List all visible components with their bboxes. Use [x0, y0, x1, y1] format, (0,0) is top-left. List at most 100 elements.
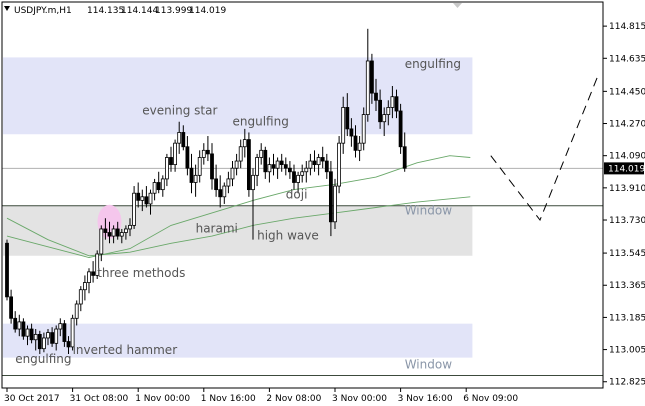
candle	[21, 318, 26, 340]
candle-body	[214, 178, 219, 191]
candle-body	[62, 323, 67, 342]
candle	[230, 161, 235, 187]
scroll-marker-icon[interactable]	[453, 3, 462, 8]
candle-body	[37, 333, 42, 350]
candle	[193, 164, 198, 197]
candle-body	[242, 139, 247, 148]
candle	[337, 136, 342, 194]
candle	[234, 153, 239, 176]
pattern-label: three methods	[97, 266, 185, 280]
candle	[33, 329, 38, 351]
candle	[25, 325, 30, 346]
y-tick-label: 112.825	[609, 378, 645, 388]
candle	[103, 218, 108, 240]
candle-body	[160, 178, 165, 191]
candle	[357, 136, 362, 162]
candle	[304, 161, 309, 183]
candle	[46, 329, 50, 346]
candle-body	[398, 110, 403, 148]
candle	[152, 178, 157, 201]
candle-body	[95, 253, 100, 276]
candle-body	[312, 160, 317, 166]
pattern-label: evening star	[142, 104, 217, 118]
candle	[242, 128, 247, 158]
candle-body	[42, 337, 46, 350]
candle-body	[5, 242, 9, 298]
candle	[42, 332, 46, 353]
candle-body	[378, 99, 383, 123]
candle-body	[115, 228, 120, 237]
x-tick-label: 3 Nov 16:00	[398, 394, 453, 404]
candle-body	[144, 196, 149, 205]
candle-body	[308, 160, 313, 169]
candle	[132, 186, 137, 229]
candle	[328, 161, 333, 237]
candle-body	[386, 107, 391, 115]
candle-body	[119, 232, 124, 237]
ohlc-high: 114.144	[121, 6, 158, 16]
y-tick-label: 113.910	[609, 184, 645, 194]
candle-body	[78, 289, 83, 305]
candle	[115, 221, 120, 240]
candle-body	[283, 164, 288, 169]
pattern-label: doji	[286, 188, 308, 202]
candle	[398, 103, 403, 154]
current-price-tag	[604, 162, 644, 175]
candle	[189, 153, 194, 194]
candle-body	[218, 189, 223, 198]
candle	[148, 189, 153, 215]
candle	[263, 146, 268, 179]
candle-body	[46, 332, 50, 339]
candle	[349, 118, 354, 147]
candle-body	[189, 167, 194, 183]
candle	[128, 218, 132, 237]
candle-body	[111, 228, 116, 237]
candle-body	[328, 171, 333, 223]
candle	[259, 143, 264, 165]
pattern-label: harami	[196, 222, 238, 236]
candle	[300, 164, 305, 183]
candle-body	[316, 157, 321, 166]
candle	[255, 153, 260, 187]
candle	[308, 153, 313, 176]
candle-body	[287, 167, 292, 173]
candle	[353, 125, 358, 158]
chart-menu-icon[interactable]	[4, 6, 10, 11]
candle-body	[292, 171, 296, 183]
candle-body	[54, 328, 59, 344]
candle	[246, 132, 251, 197]
candle-body	[185, 146, 190, 169]
candle-body	[201, 149, 206, 158]
candle-body	[136, 192, 141, 201]
candle	[316, 153, 321, 176]
candle	[238, 139, 243, 169]
candle-body	[357, 142, 362, 151]
candle	[54, 325, 59, 351]
pattern-label: engulfing	[15, 352, 71, 366]
candle	[181, 125, 186, 151]
candle-body	[33, 333, 38, 341]
chart-header: USDJPY.m,H1 114.135 114.144 113.999 114.…	[4, 3, 462, 16]
candle-body	[148, 192, 153, 205]
y-tick-label: 114.270	[609, 120, 645, 130]
candle-body	[140, 196, 145, 201]
pattern-label: Window	[405, 204, 453, 218]
candle	[279, 153, 284, 172]
x-tick-label: 1 Nov 00:00	[135, 394, 190, 404]
y-tick-label: 113.545	[609, 249, 645, 259]
candle	[386, 100, 391, 126]
candle	[37, 330, 42, 355]
candle-body	[25, 328, 30, 337]
candle-body	[156, 182, 161, 191]
candle-body	[152, 182, 157, 194]
candle-body	[226, 178, 231, 187]
candle-body	[181, 132, 186, 148]
candle-body	[320, 157, 325, 162]
candle	[333, 178, 337, 229]
candle-body	[345, 107, 350, 130]
candle	[218, 175, 223, 208]
x-tick-label: 31 Oct 08:00	[70, 394, 129, 404]
candle	[222, 182, 227, 204]
